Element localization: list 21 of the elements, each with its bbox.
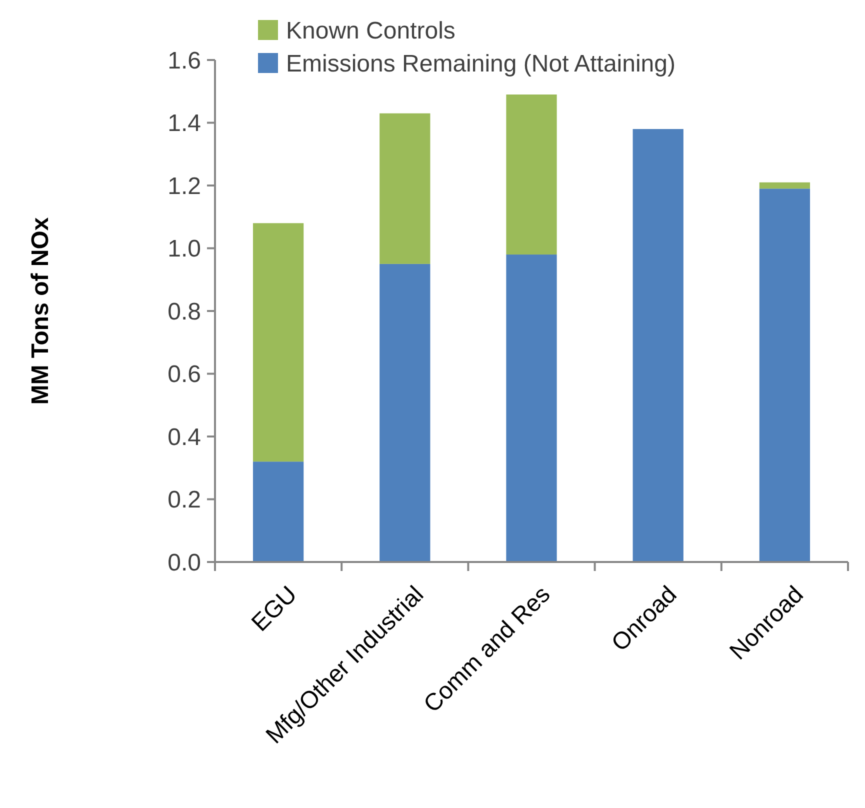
y-axis-title: MM Tons of NOx <box>27 216 54 405</box>
bar <box>252 223 304 462</box>
y-tick-label: 0.4 <box>168 424 201 451</box>
bar <box>252 462 304 562</box>
y-tick-label: 0.0 <box>168 549 201 576</box>
bar <box>759 182 810 189</box>
legend-label: Emissions Remaining (Not Attaining) <box>286 50 676 78</box>
y-tick-label: 0.6 <box>168 361 201 388</box>
y-tick-label: 1.0 <box>168 236 201 263</box>
bar <box>506 254 557 562</box>
legend-label: Known Controls <box>286 17 456 44</box>
bar <box>632 129 684 562</box>
y-tick-label: 1.4 <box>168 110 201 138</box>
y-tick-label: 0.2 <box>168 486 201 514</box>
y-tick-label: 1.2 <box>168 172 201 200</box>
bar <box>506 94 557 255</box>
bar <box>380 264 430 562</box>
y-tick-label: 1.6 <box>168 47 201 74</box>
bar <box>759 188 810 562</box>
y-tick-label: 0.8 <box>168 298 201 326</box>
bar <box>380 113 430 264</box>
